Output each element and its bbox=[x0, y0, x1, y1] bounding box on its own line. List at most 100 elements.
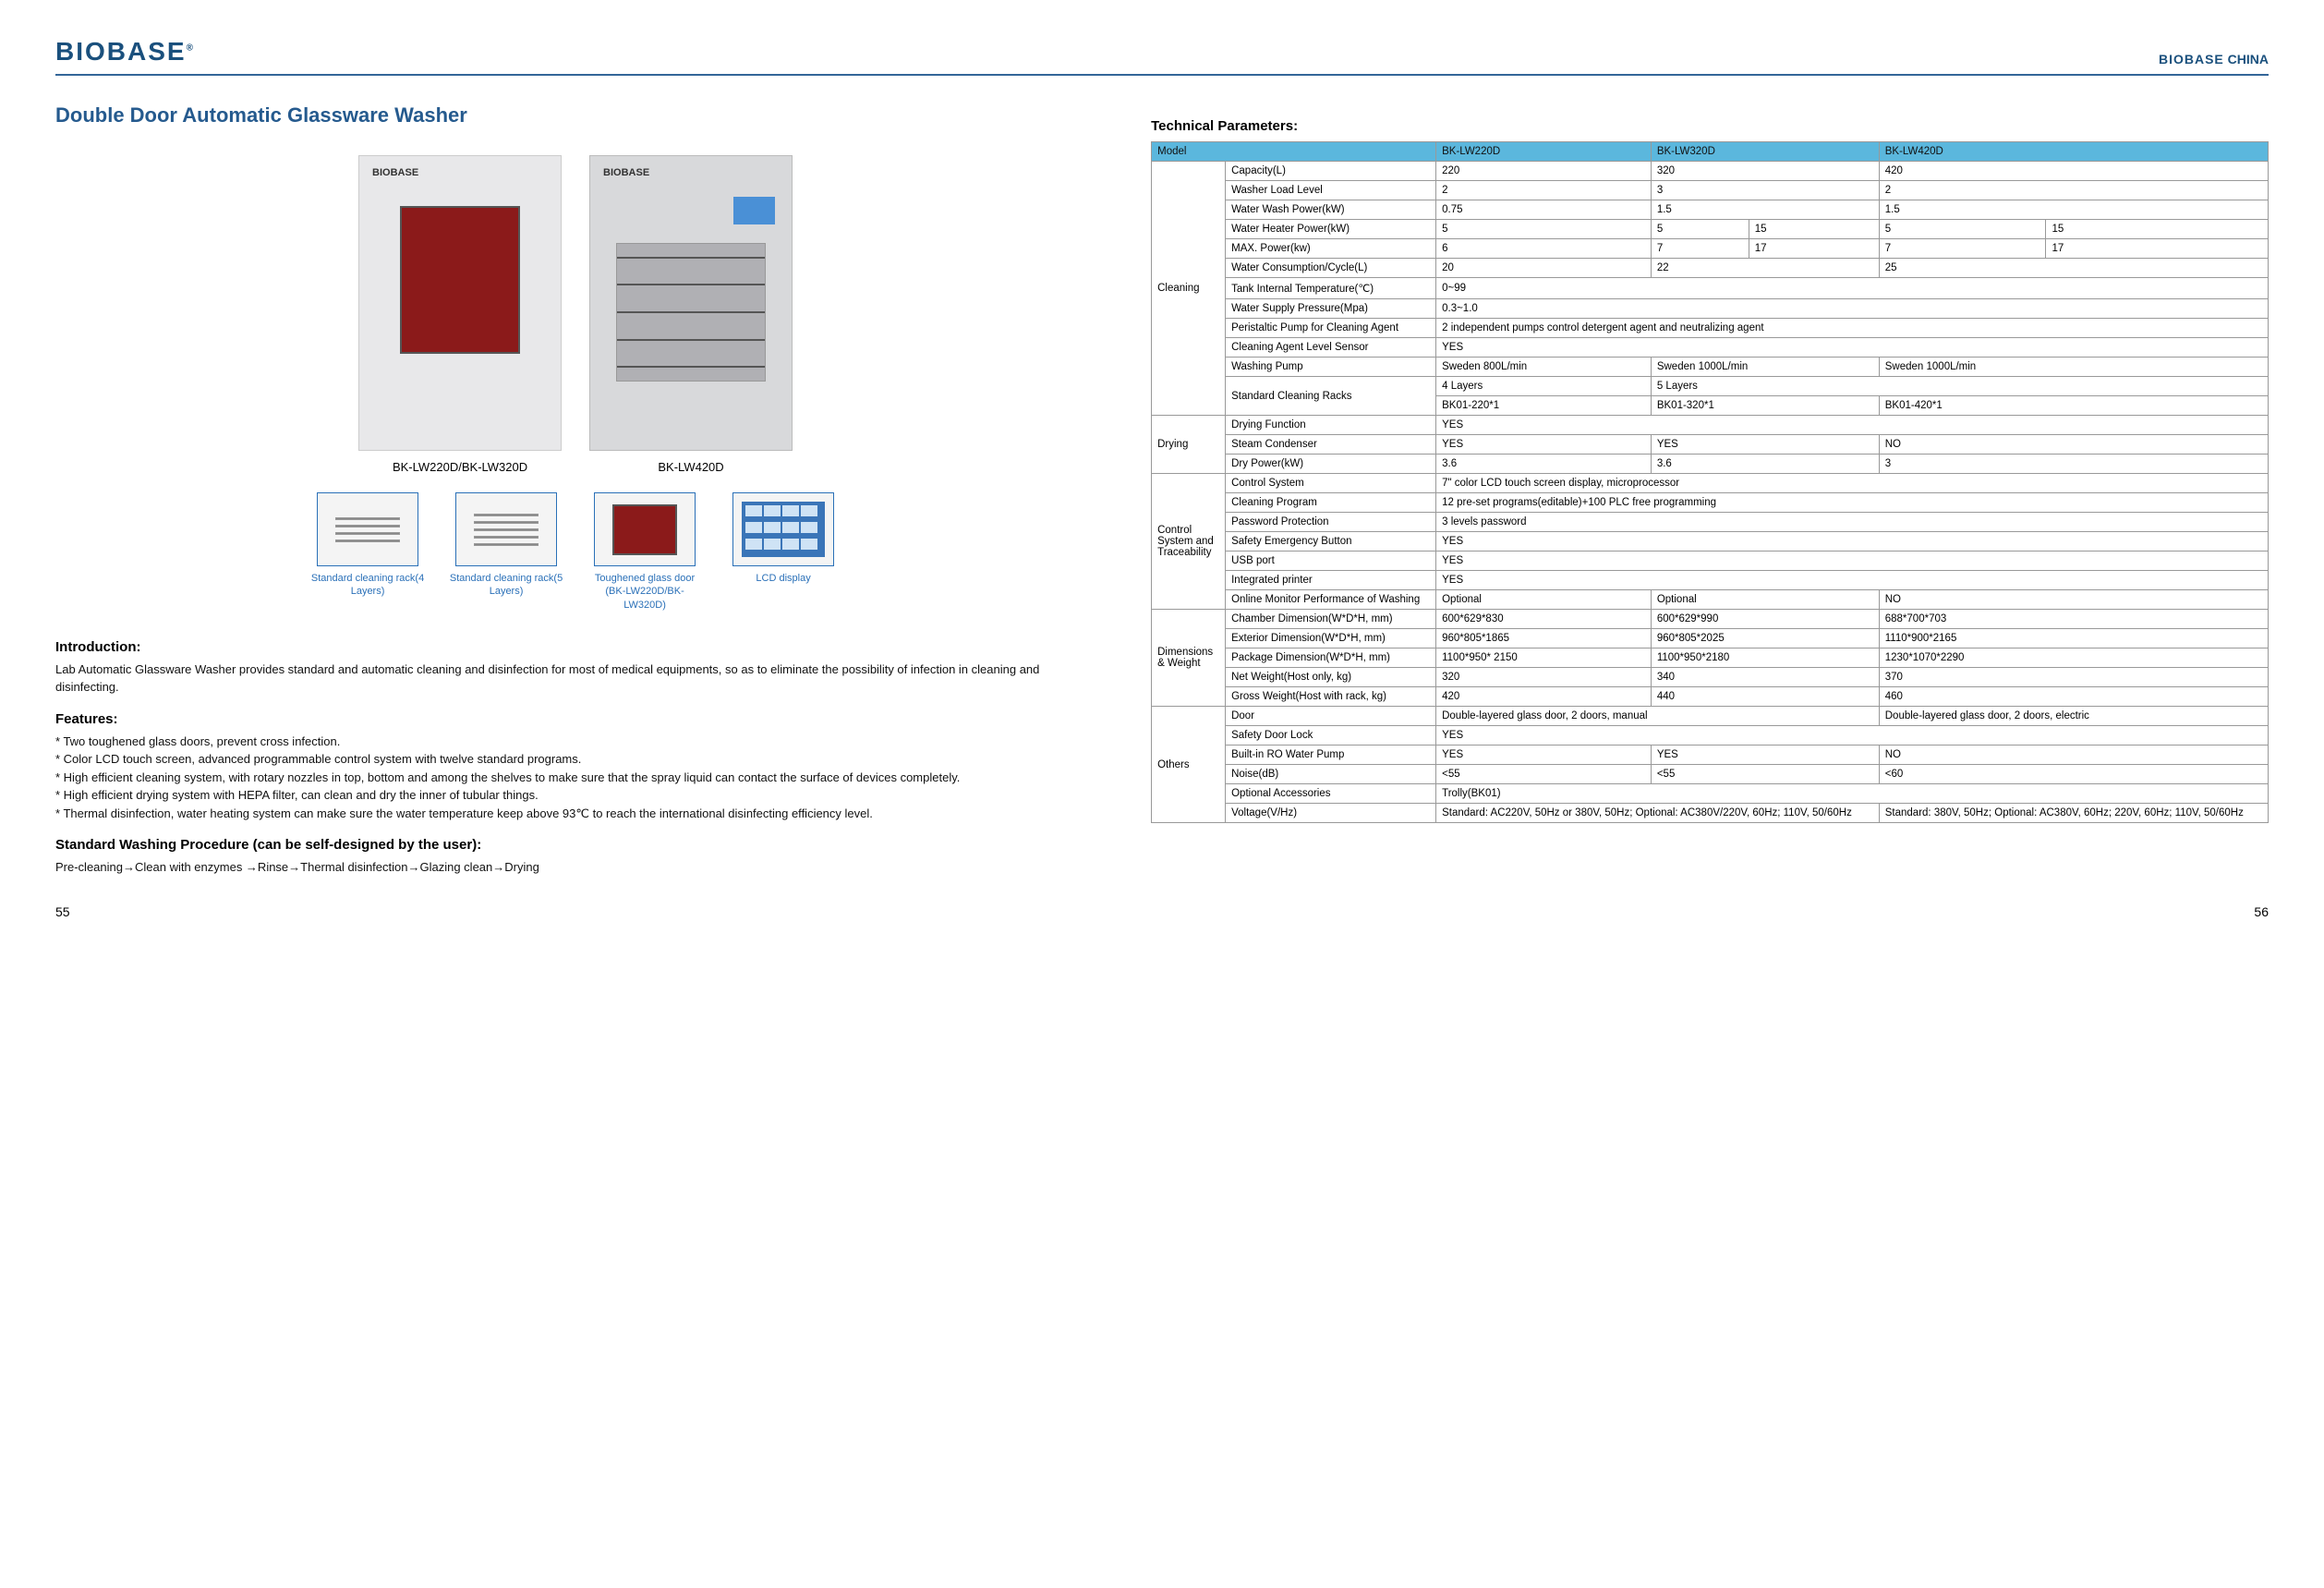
table-cell: 7 bbox=[1651, 239, 1749, 259]
table-cell: <55 bbox=[1651, 765, 1879, 784]
table-cell: 7 bbox=[1879, 239, 2046, 259]
feature-item: Thermal disinfection, water heating syst… bbox=[55, 805, 1095, 823]
table-cell: Sweden 800L/min bbox=[1436, 358, 1652, 377]
page-left: 55 bbox=[55, 904, 70, 919]
table-cell: 1110*900*2165 bbox=[1879, 629, 2268, 649]
product-image-2: BIOBASE bbox=[589, 155, 793, 451]
table-row-label: Standard Cleaning Racks bbox=[1226, 377, 1436, 416]
features-list: Two toughened glass doors, prevent cross… bbox=[55, 733, 1095, 823]
table-cell: 2 independent pumps control detergent ag… bbox=[1436, 319, 2269, 338]
spec-table: ModelBK-LW220DBK-LW320DBK-LW420DCleaning… bbox=[1151, 141, 2269, 823]
table-row-label: Integrated printer bbox=[1226, 571, 1436, 590]
table-cell: 5 bbox=[1436, 220, 1652, 239]
table-cell: 0.75 bbox=[1436, 200, 1652, 220]
table-cell: BK01-420*1 bbox=[1879, 396, 2268, 416]
table-cell: 3.6 bbox=[1651, 455, 1879, 474]
table-cell: 17 bbox=[1749, 239, 1879, 259]
features-heading: Features: bbox=[55, 711, 1095, 727]
table-cell: 15 bbox=[1749, 220, 1879, 239]
table-cell: 12 pre-set programs(editable)+100 PLC fr… bbox=[1436, 493, 2269, 513]
page-header: BIOBASE® BIOBASE CHINA bbox=[55, 37, 2269, 76]
table-cell: 5 Layers bbox=[1651, 377, 2268, 396]
table-cell: YES bbox=[1651, 746, 1879, 765]
table-cell: Double-layered glass door, 2 doors, elec… bbox=[1879, 707, 2268, 726]
table-category: Dimensions & Weight bbox=[1152, 610, 1226, 707]
table-row-label: Dry Power(kW) bbox=[1226, 455, 1436, 474]
table-cell: YES bbox=[1436, 571, 2269, 590]
table-cell: 960*805*1865 bbox=[1436, 629, 1652, 649]
table-cell: YES bbox=[1436, 435, 1652, 455]
table-cell: YES bbox=[1436, 416, 2269, 435]
table-cell: 440 bbox=[1651, 687, 1879, 707]
table-cell: 340 bbox=[1651, 668, 1879, 687]
table-row-label: Exterior Dimension(W*D*H, mm) bbox=[1226, 629, 1436, 649]
table-row-label: Net Weight(Host only, kg) bbox=[1226, 668, 1436, 687]
table-cell: 3 bbox=[1651, 181, 1879, 200]
table-cell: Optional bbox=[1436, 590, 1652, 610]
table-row-label: Control System bbox=[1226, 474, 1436, 493]
table-cell: Optional bbox=[1651, 590, 1879, 610]
table-row-label: Safety Emergency Button bbox=[1226, 532, 1436, 552]
table-cell: BK01-320*1 bbox=[1651, 396, 1879, 416]
table-cell: 4 Layers bbox=[1436, 377, 1652, 396]
thumb-label: Standard cleaning rack(5 Layers) bbox=[446, 572, 566, 599]
table-cell: 2 bbox=[1436, 181, 1652, 200]
table-row-label: Built-in RO Water Pump bbox=[1226, 746, 1436, 765]
table-cell: YES bbox=[1436, 552, 2269, 571]
table-row-label: Door bbox=[1226, 707, 1436, 726]
table-cell: 220 bbox=[1436, 162, 1652, 181]
feature-item: High efficient cleaning system, with rot… bbox=[55, 769, 1095, 787]
table-row-label: MAX. Power(kw) bbox=[1226, 239, 1436, 259]
table-cell: Sweden 1000L/min bbox=[1879, 358, 2268, 377]
table-cell: 600*629*830 bbox=[1436, 610, 1652, 629]
logo: BIOBASE® bbox=[55, 37, 195, 67]
table-row-label: Voltage(V/Hz) bbox=[1226, 804, 1436, 823]
table-cell: 1.5 bbox=[1879, 200, 2268, 220]
table-cell: 1230*1070*2290 bbox=[1879, 649, 2268, 668]
table-cell: YES bbox=[1436, 338, 2269, 358]
table-cell: 20 bbox=[1436, 259, 1652, 278]
table-cell: 600*629*990 bbox=[1651, 610, 1879, 629]
table-row-label: Optional Accessories bbox=[1226, 784, 1436, 804]
thumb-door: Toughened glass door (BK-LW220D/BK-LW320… bbox=[585, 492, 705, 612]
product-image-1: BIOBASE bbox=[358, 155, 562, 451]
table-cell: 1100*950* 2150 bbox=[1436, 649, 1652, 668]
table-row-label: Gross Weight(Host with rack, kg) bbox=[1226, 687, 1436, 707]
table-cell: 0.3~1.0 bbox=[1436, 299, 2269, 319]
table-cell: 17 bbox=[2046, 239, 2269, 259]
table-row-label: Noise(dB) bbox=[1226, 765, 1436, 784]
table-row-label: Online Monitor Performance of Washing bbox=[1226, 590, 1436, 610]
table-category: Others bbox=[1152, 707, 1226, 823]
table-cell: YES bbox=[1436, 746, 1652, 765]
table-cell: 1.5 bbox=[1651, 200, 1879, 220]
swp-heading: Standard Washing Procedure (can be self-… bbox=[55, 837, 1095, 853]
page-footer: 55 56 bbox=[55, 904, 2269, 919]
table-row-label: Cleaning Program bbox=[1226, 493, 1436, 513]
table-cell: 5 bbox=[1879, 220, 2046, 239]
table-row-label: Drying Function bbox=[1226, 416, 1436, 435]
table-cell: 6 bbox=[1436, 239, 1652, 259]
feature-item: High efficient drying system with HEPA f… bbox=[55, 786, 1095, 805]
swp-text: Pre-cleaning→Clean with enzymes →Rinse→T… bbox=[55, 858, 1095, 877]
table-category: Control System and Traceability bbox=[1152, 474, 1226, 610]
table-cell: 22 bbox=[1651, 259, 1879, 278]
tech-params-heading: Technical Parameters: bbox=[1151, 118, 2269, 134]
table-header: BK-LW320D bbox=[1651, 142, 1879, 162]
table-cell: <55 bbox=[1436, 765, 1652, 784]
product-label-1: BK-LW220D/BK-LW320D bbox=[393, 460, 527, 474]
table-cell: 370 bbox=[1879, 668, 2268, 687]
intro-heading: Introduction: bbox=[55, 639, 1095, 655]
feature-item: Color LCD touch screen, advanced program… bbox=[55, 750, 1095, 769]
thumb-image bbox=[732, 492, 834, 566]
table-row-label: Washing Pump bbox=[1226, 358, 1436, 377]
table-cell: 25 bbox=[1879, 259, 2268, 278]
table-row-label: USB port bbox=[1226, 552, 1436, 571]
table-cell: YES bbox=[1436, 532, 2269, 552]
table-cell: <60 bbox=[1879, 765, 2268, 784]
table-cell: YES bbox=[1436, 726, 2269, 746]
page-right: 56 bbox=[2254, 904, 2269, 919]
table-cell: 5 bbox=[1651, 220, 1749, 239]
table-row-label: Peristaltic Pump for Cleaning Agent bbox=[1226, 319, 1436, 338]
table-row-label: Safety Door Lock bbox=[1226, 726, 1436, 746]
table-row-label: Cleaning Agent Level Sensor bbox=[1226, 338, 1436, 358]
